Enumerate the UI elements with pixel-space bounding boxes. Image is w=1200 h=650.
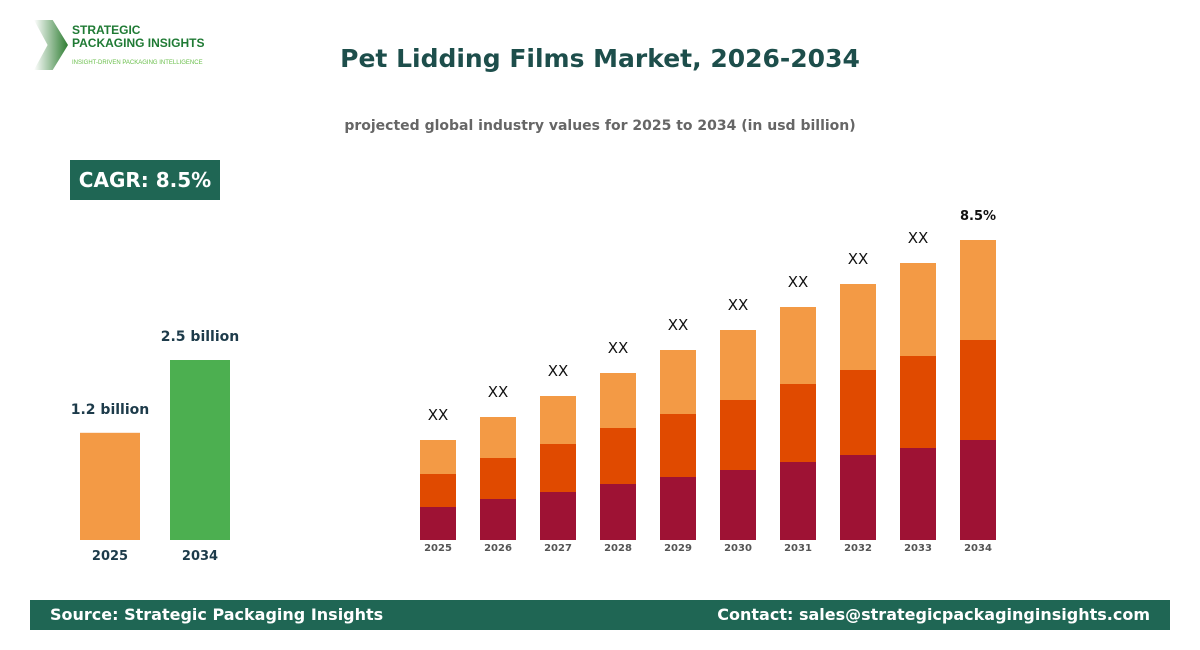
stack-segment-2028-2 [600,373,636,428]
stack-segment-2031-1 [780,384,816,462]
stack-segment-2026-0 [480,499,516,540]
stack-segment-2026-1 [480,458,516,499]
footer-source: Source: Strategic Packaging Insights [50,605,384,624]
stack-segment-2030-0 [720,470,756,540]
x-tick-label: 2034 [182,549,218,564]
stack-segment-2028-0 [600,484,636,540]
stack-segment-2034-0 [960,440,996,540]
stack-segment-2032-2 [840,284,876,370]
x-tick-label: 2025 [92,549,128,564]
logo: STRATEGIC PACKAGING INSIGHTS INSIGHT-DRIV… [30,18,230,73]
stack-segment-2030-1 [720,400,756,470]
stack-segment-2032-0 [840,455,876,540]
data-label: XX [908,229,929,247]
x-tick-label: 2029 [664,543,692,554]
bar-2034 [170,360,230,540]
bar-2025 [80,432,140,540]
stack-segment-2027-0 [540,492,576,540]
footer-contact[interactable]: Contact: sales@strategicpackaginginsight… [717,605,1150,624]
stack-segment-2030-2 [720,330,756,400]
stack-segment-2031-0 [780,462,816,540]
data-label: XX [788,273,809,291]
data-label: 8.5% [960,209,996,224]
x-tick-label: 2030 [724,543,752,554]
stack-segment-2029-2 [660,350,696,414]
x-tick-label: 2028 [604,543,632,554]
data-label: XX [608,339,629,357]
stack-segment-2026-2 [480,417,516,458]
x-tick-label: 2025 [424,543,452,554]
logo-line1: STRATEGIC [72,23,141,37]
stack-segment-2029-0 [660,477,696,540]
stack-segment-2033-2 [900,263,936,356]
data-label: XX [428,406,449,424]
stack-segment-2031-2 [780,307,816,384]
data-label: 2.5 billion [161,329,239,345]
stack-segment-2034-1 [960,340,996,440]
stack-segment-2027-2 [540,396,576,444]
data-label: XX [488,383,509,401]
data-label: XX [548,362,569,380]
data-label: XX [728,296,749,314]
data-label: XX [848,250,869,268]
stack-segment-2025-1 [420,474,456,507]
x-tick-label: 2027 [544,543,572,554]
stack-segment-2027-1 [540,444,576,492]
x-tick-label: 2031 [784,543,812,554]
stack-segment-2034-2 [960,240,996,340]
stack-segment-2029-1 [660,414,696,477]
page-title: Pet Lidding Films Market, 2026-2034 [340,44,860,73]
data-label: 1.2 billion [71,402,149,418]
footer: Source: Strategic Packaging Insights Con… [30,600,1170,630]
stack-segment-2033-0 [900,448,936,540]
x-tick-label: 2033 [904,543,932,554]
stack-segment-2033-1 [900,356,936,448]
x-tick-label: 2026 [484,543,512,554]
stack-segment-2032-1 [840,370,876,455]
stack-segment-2028-1 [600,428,636,484]
logo-tagline: INSIGHT-DRIVEN PACKAGING INTELLIGENCE [72,60,203,66]
x-tick-label: 2034 [964,543,992,554]
data-label: XX [668,316,689,334]
subtitle: projected global industry values for 202… [344,118,856,134]
x-tick-label: 2032 [844,543,872,554]
stack-segment-2025-0 [420,507,456,540]
stack-segment-2025-2 [420,440,456,474]
logo-line2: PACKAGING INSIGHTS [72,36,205,50]
cagr-badge: CAGR: 8.5% [70,160,220,200]
